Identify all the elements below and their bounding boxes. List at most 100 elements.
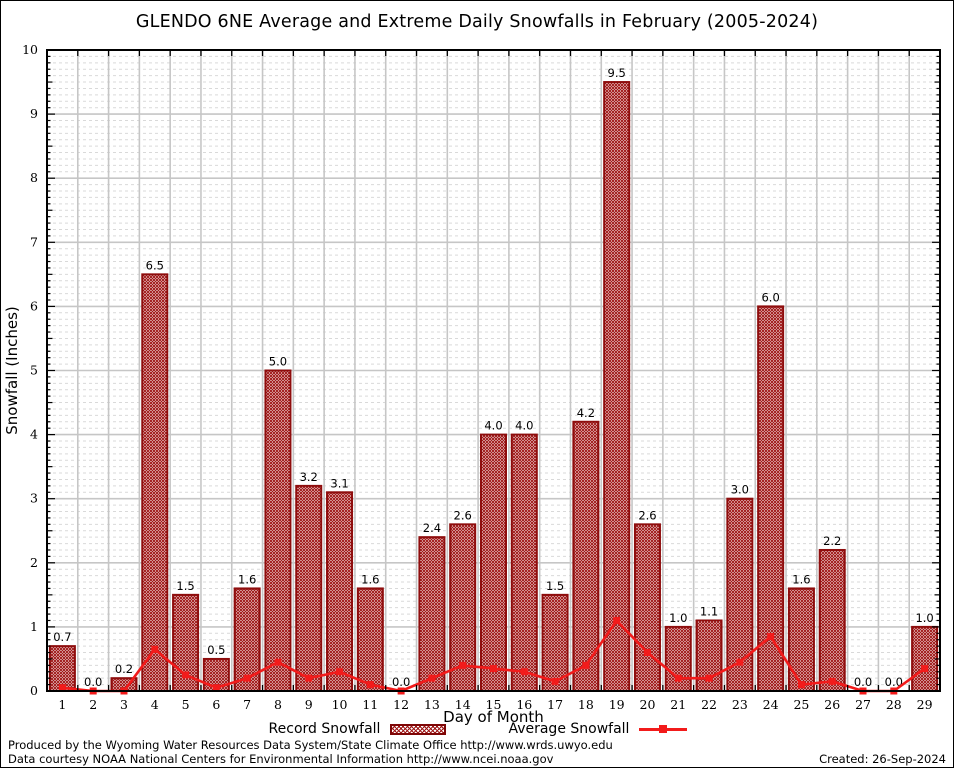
- x-tick-label: 28: [886, 697, 902, 712]
- x-tick-label: 4: [151, 697, 159, 712]
- x-tick-label: 10: [332, 697, 348, 712]
- bar-value-label: 2.6: [638, 508, 656, 522]
- record-snowfall-bar: [48, 645, 76, 693]
- bar-value-label: 0.0: [84, 675, 102, 689]
- x-tick-label: 14: [455, 697, 471, 712]
- y-tick-label: 8: [30, 170, 38, 185]
- record-snowfall-bar: [295, 484, 323, 692]
- bar-value-label: 1.5: [546, 579, 564, 593]
- average-point: [921, 665, 929, 673]
- average-point: [797, 681, 805, 689]
- record-snowfall-bar: [787, 587, 815, 692]
- bar-value-label: 2.2: [823, 534, 841, 548]
- record-snowfall-bar: [480, 433, 507, 692]
- record-snowfall-bar: [603, 81, 631, 693]
- average-point: [643, 649, 651, 657]
- average-point: [274, 658, 282, 666]
- average-snowfall-marker-icon: [659, 725, 668, 733]
- legend-record-label: Record Snowfall: [268, 721, 381, 737]
- x-tick-label: 20: [640, 697, 656, 712]
- x-tick-label: 3: [120, 697, 128, 712]
- y-tick-label: 2: [30, 555, 38, 570]
- average-point: [212, 684, 220, 692]
- x-tick-label: 8: [274, 697, 282, 712]
- bar-value-label: 2.6: [454, 508, 472, 522]
- x-tick-label: 17: [547, 697, 563, 712]
- x-tick-label: 21: [670, 697, 686, 712]
- bar-value-label: 1.6: [238, 572, 256, 586]
- record-snowfall-bar: [264, 369, 292, 692]
- average-point: [151, 645, 159, 653]
- x-tick-label: 26: [824, 697, 840, 712]
- bar-value-label: 3.2: [300, 470, 318, 484]
- x-tick-label: 16: [516, 697, 532, 712]
- x-tick-label: 29: [917, 697, 933, 712]
- bar-value-label: 0.7: [53, 630, 71, 644]
- bar-value-label: 0.2: [115, 662, 133, 676]
- bar-value-label: 1.6: [361, 572, 379, 586]
- chart-legend: Record Snowfall Average Snowfall: [31, 720, 925, 738]
- average-point: [58, 684, 66, 692]
- x-tick-label: 13: [424, 697, 440, 712]
- footer-credit-wrds: Produced by the Wyoming Water Resources …: [8, 738, 613, 752]
- bar-value-label: 5.0: [269, 355, 287, 369]
- x-axis-title: Day of Month: [443, 708, 544, 726]
- y-tick-label: 10: [22, 42, 38, 57]
- bar-value-label: 6.5: [146, 258, 164, 272]
- bar-value-label: 1.0: [915, 611, 933, 625]
- x-tick-label: 23: [732, 697, 748, 712]
- y-tick-label: 3: [30, 491, 38, 506]
- bar-value-label: 0.5: [207, 643, 225, 657]
- legend-average-label: Average Snowfall: [508, 721, 630, 737]
- average-point: [243, 674, 251, 682]
- bar-value-label: 0.0: [392, 675, 410, 689]
- x-tick-label: 18: [578, 697, 594, 712]
- average-point: [305, 674, 313, 682]
- x-tick-label: 6: [212, 697, 220, 712]
- average-point: [366, 681, 374, 689]
- record-snowfall-bar: [572, 420, 600, 692]
- x-tick-label: 5: [182, 697, 190, 712]
- x-tick-label: 7: [243, 697, 251, 712]
- bar-value-label: 9.5: [608, 66, 626, 80]
- y-tick-label: 4: [30, 427, 38, 442]
- average-point: [428, 674, 436, 682]
- bar-value-label: 4.0: [484, 419, 502, 433]
- record-snowfall-bar: [757, 305, 785, 692]
- average-point: [582, 661, 590, 669]
- y-tick-label: 7: [30, 234, 38, 249]
- record-snowfall-bar: [356, 587, 384, 692]
- bar-value-label: 1.0: [669, 611, 687, 625]
- x-tick-label: 15: [486, 697, 502, 712]
- record-snowfall-bar: [633, 523, 661, 693]
- x-tick-label: 25: [793, 697, 809, 712]
- x-tick-label: 1: [58, 697, 66, 712]
- record-snowfall-bar: [141, 273, 169, 692]
- record-snowfall-bar: [818, 548, 846, 692]
- y-tick-label: 0: [30, 683, 38, 698]
- bar-value-label: 1.1: [700, 604, 718, 618]
- y-tick-label: 9: [30, 106, 38, 121]
- footer-credit-noaa: Data courtesy NOAA National Centers for …: [8, 752, 554, 766]
- average-point: [828, 677, 836, 685]
- average-point: [767, 633, 775, 641]
- record-snowfall-bar: [510, 433, 538, 692]
- x-tick-label: 22: [701, 697, 717, 712]
- bar-value-label: 6.0: [761, 290, 779, 304]
- bar-value-label: 3.0: [731, 483, 749, 497]
- average-point: [182, 671, 190, 679]
- record-snowfall-swatch-icon: [390, 723, 447, 735]
- x-tick-label: 9: [305, 697, 313, 712]
- average-snowfall-line-icon: [639, 725, 688, 733]
- x-tick-label: 12: [393, 697, 409, 712]
- bar-value-label: 2.4: [423, 521, 441, 535]
- record-snowfall-bar: [418, 536, 446, 692]
- bar-value-label: 1.6: [792, 572, 810, 586]
- x-tick-label: 19: [609, 697, 625, 712]
- y-tick-label: 5: [30, 363, 38, 378]
- bar-value-label: 3.1: [330, 476, 348, 490]
- average-point: [551, 677, 559, 685]
- average-point: [674, 674, 682, 682]
